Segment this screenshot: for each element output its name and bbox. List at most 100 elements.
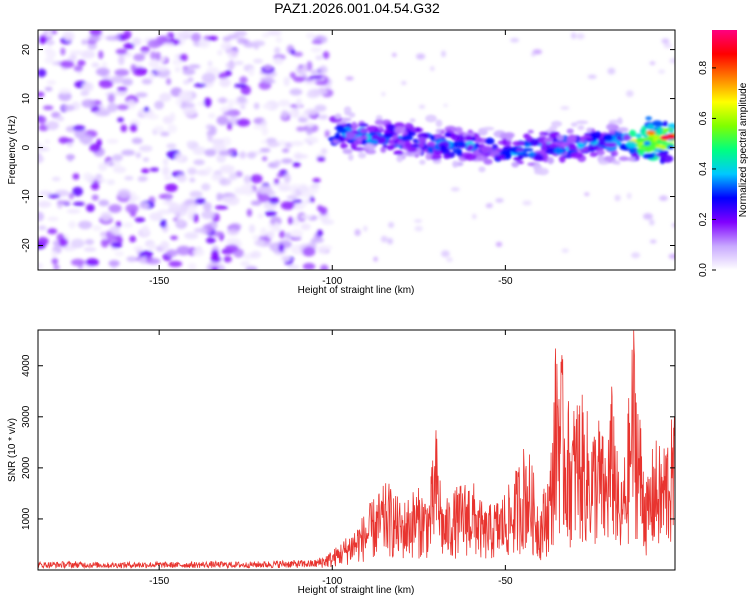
noise-blob — [292, 51, 303, 57]
signal-blob — [602, 134, 613, 141]
noise-blob — [187, 77, 194, 82]
noise-blob — [46, 80, 57, 85]
noise-blob — [322, 51, 330, 60]
signal-blob — [348, 153, 354, 161]
noise-blob — [133, 53, 146, 62]
noise-blob — [60, 47, 66, 56]
noise-blob — [131, 137, 143, 144]
noise-blob — [301, 64, 308, 74]
spectrogram-ylabel: Frequency (Hz) — [7, 116, 18, 185]
signal-blob — [604, 142, 617, 148]
noise-blob — [418, 104, 426, 109]
signal-blob — [630, 153, 641, 159]
noise-blob — [149, 167, 160, 172]
noise-blob — [248, 67, 255, 77]
noise-blob — [311, 39, 323, 45]
noise-blob — [261, 120, 267, 127]
noise-blob — [162, 42, 175, 47]
signal-blob — [383, 132, 394, 138]
noise-blob — [668, 253, 675, 259]
noise-blob — [176, 245, 191, 256]
noise-blob — [259, 148, 271, 153]
noise-blob — [252, 235, 260, 240]
signal-blob — [464, 153, 477, 161]
noise-blob — [314, 104, 327, 112]
signal-blob — [464, 134, 473, 142]
noise-blob — [276, 173, 284, 178]
noise-blob — [92, 225, 102, 232]
noise-blob — [63, 31, 75, 42]
y-tick-label: 0 — [21, 144, 32, 150]
noise-blob — [296, 126, 306, 132]
noise-blob — [220, 42, 233, 51]
colorbar-label: Normalized spectral amplitude — [738, 82, 749, 217]
noise-blob — [38, 36, 47, 45]
signal-blob — [406, 146, 418, 153]
signal-blob — [444, 132, 452, 137]
signal-blob — [551, 120, 563, 127]
noise-blob — [115, 48, 128, 55]
noise-blob — [401, 81, 407, 85]
noise-blob — [274, 47, 281, 55]
spectrogram-x-ticks: -150 -100 -50 — [149, 30, 513, 287]
noise-blob — [237, 95, 247, 104]
noise-blob — [287, 264, 300, 270]
noise-blob — [380, 235, 388, 243]
noise-blob — [143, 106, 150, 112]
noise-blob — [310, 47, 322, 53]
noise-blob — [216, 153, 226, 163]
noise-blob — [166, 143, 177, 149]
signal-blob — [646, 123, 655, 130]
noise-blob — [192, 248, 205, 257]
noise-blob — [63, 138, 74, 143]
noise-blob — [631, 252, 641, 259]
noise-blob — [90, 182, 100, 191]
noise-blob — [430, 66, 435, 72]
y-tick-label: -10 — [21, 189, 32, 204]
noise-blob — [312, 178, 321, 183]
noise-blob — [669, 58, 675, 64]
noise-blob — [290, 229, 303, 239]
noise-blob — [51, 250, 58, 258]
noise-blob — [145, 257, 161, 265]
noise-blob — [67, 154, 73, 162]
noise-blob — [319, 65, 328, 74]
signal-blob — [402, 134, 413, 141]
signal-blob — [345, 131, 356, 140]
noise-blob — [110, 75, 125, 84]
noise-blob — [130, 64, 137, 72]
noise-blob — [38, 68, 47, 78]
noise-blob — [413, 219, 423, 223]
noise-blob — [81, 99, 96, 108]
signal-blob — [358, 152, 367, 159]
noise-blob — [253, 124, 267, 130]
noise-blob — [159, 209, 168, 215]
signal-band — [328, 106, 675, 176]
noise-blob — [626, 90, 634, 97]
signal-blob — [547, 143, 558, 148]
noise-blob — [117, 104, 129, 111]
noise-blob — [264, 64, 272, 71]
signal-blob — [484, 137, 495, 145]
noise-blob — [266, 230, 275, 239]
noise-blob — [174, 66, 181, 73]
noise-blob — [98, 50, 104, 60]
noise-blob — [142, 157, 150, 162]
noise-blob — [324, 84, 332, 90]
signal-blob — [617, 127, 629, 133]
noise-blob — [150, 51, 157, 60]
noise-blob — [111, 242, 123, 249]
noise-blob — [300, 214, 313, 219]
signal-blob — [568, 144, 578, 151]
noise-blob — [82, 82, 91, 90]
noise-blob — [73, 65, 83, 72]
signal-blob — [566, 128, 574, 134]
y-tick-label: 1000 — [21, 507, 32, 530]
signal-blob — [425, 114, 437, 123]
noise-blob — [381, 92, 386, 97]
noise-blob — [117, 117, 124, 123]
noise-blob — [107, 102, 118, 113]
noise-blob — [289, 88, 303, 96]
noise-blob — [310, 238, 318, 245]
signal-blob — [418, 141, 425, 148]
